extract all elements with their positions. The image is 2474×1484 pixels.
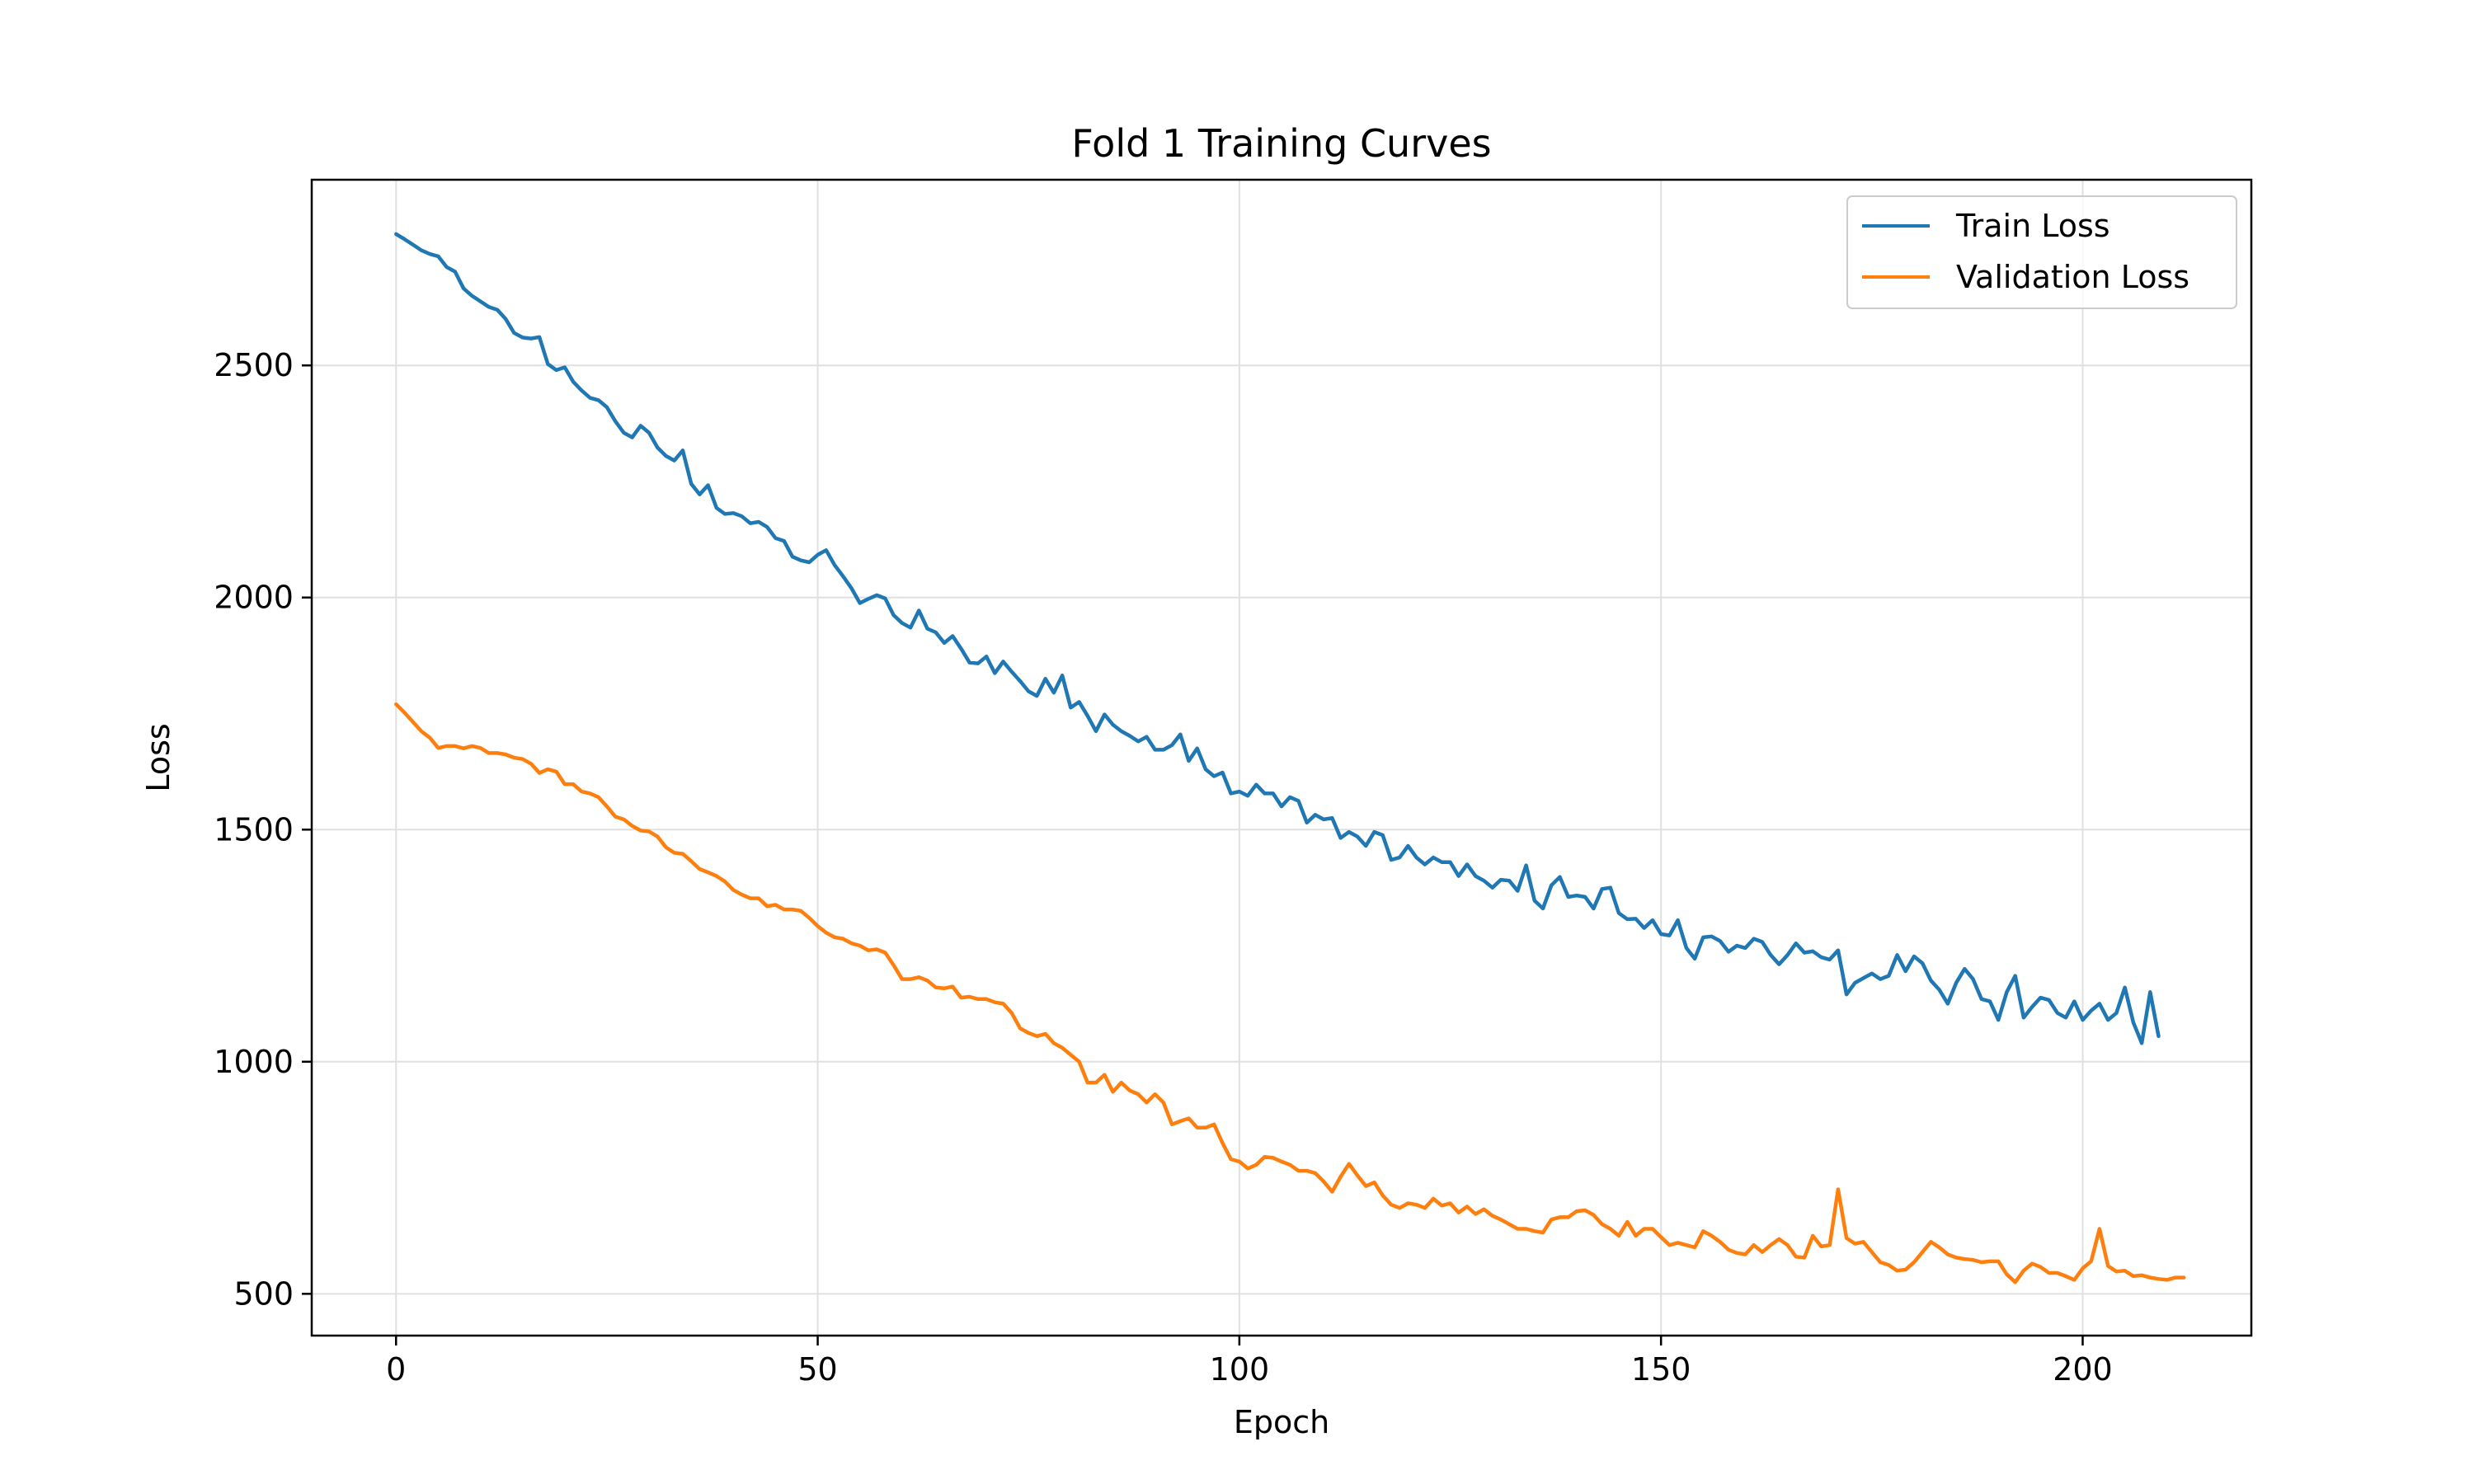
validation-loss-line: [394, 702, 2186, 1284]
x-tick-label: 50: [797, 1351, 837, 1388]
x-tick-label: 0: [386, 1351, 406, 1388]
x-tick-label: 150: [1631, 1351, 1691, 1388]
series-lines: [394, 232, 2186, 1284]
y-tick-label: 1500: [214, 811, 294, 848]
legend-label-validation-loss: Validation Loss: [1956, 259, 2189, 295]
chart-title: Fold 1 Training Curves: [1071, 121, 1491, 166]
grid-lines: [312, 180, 2251, 1336]
y-tick-label: 2500: [214, 347, 294, 383]
legend-label-train-loss: Train Loss: [1955, 208, 2110, 244]
y-tick-label: 2000: [214, 580, 294, 616]
y-tick-label: 1000: [214, 1044, 294, 1080]
x-axis-label: Epoch: [1234, 1404, 1329, 1440]
train-loss-line: [394, 232, 2161, 1045]
y-tick-label: 500: [233, 1275, 294, 1312]
axis-ticks: 0 50 100 150 200 500 1000 1500 2000 2500: [214, 347, 2112, 1388]
legend: Train Loss Validation Loss: [1846, 195, 2237, 309]
y-axis-label: Loss: [140, 723, 176, 791]
x-tick-label: 200: [2053, 1351, 2113, 1388]
x-tick-label: 100: [1210, 1351, 1270, 1388]
legend-box: [1846, 195, 2237, 309]
plot-frame: [310, 178, 2253, 1337]
